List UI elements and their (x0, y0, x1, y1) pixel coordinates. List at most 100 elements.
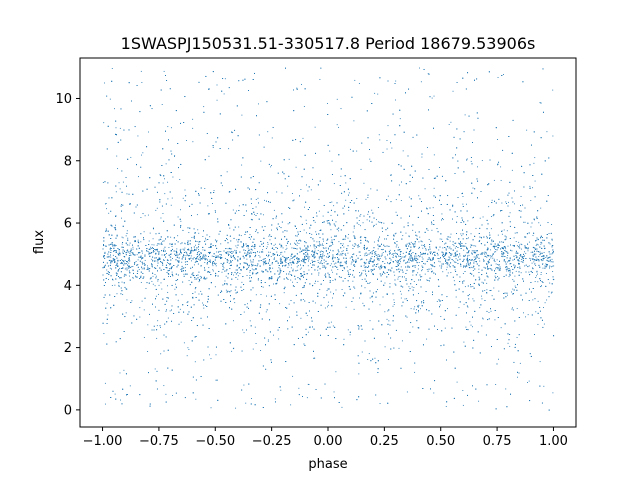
data-point (194, 291, 196, 293)
data-point (540, 224, 541, 226)
data-point (520, 272, 522, 274)
data-point (364, 287, 366, 289)
data-point (189, 258, 191, 260)
data-point (153, 251, 155, 252)
data-point (434, 254, 436, 256)
data-point (431, 97, 433, 99)
data-point (126, 250, 128, 252)
data-point (221, 271, 223, 273)
data-point (541, 260, 543, 262)
data-point (475, 245, 477, 247)
data-point (551, 258, 553, 260)
data-point (131, 266, 133, 268)
data-point (378, 258, 380, 260)
data-point (512, 288, 514, 290)
data-point (464, 245, 466, 247)
data-point (377, 207, 379, 208)
data-point (132, 266, 134, 267)
data-point (527, 314, 529, 316)
data-point (407, 261, 409, 263)
data-point (499, 264, 500, 266)
data-point (113, 227, 115, 228)
data-point (543, 385, 545, 387)
data-point (184, 242, 186, 244)
data-point (471, 326, 473, 328)
data-point (552, 392, 554, 394)
data-point (302, 299, 304, 300)
data-point (376, 257, 378, 259)
data-point (352, 244, 354, 246)
data-point (348, 233, 350, 235)
data-point (488, 312, 490, 313)
data-point (511, 291, 512, 293)
data-point (470, 266, 472, 268)
data-point (137, 241, 139, 243)
data-point (495, 384, 497, 385)
data-point (491, 295, 493, 297)
data-point (536, 239, 538, 241)
data-point (318, 198, 320, 200)
data-point (548, 233, 550, 234)
data-point (495, 263, 497, 265)
data-point (519, 244, 520, 246)
data-point (404, 298, 406, 300)
data-point (123, 369, 125, 371)
data-point (118, 251, 120, 253)
data-point (380, 255, 382, 257)
data-point (184, 189, 186, 191)
data-point (332, 271, 334, 273)
data-point (523, 221, 525, 223)
data-point (467, 252, 469, 254)
data-point (226, 284, 228, 286)
data-point (191, 296, 193, 298)
data-point (543, 252, 545, 253)
data-point (180, 248, 182, 250)
data-point (160, 282, 162, 284)
data-point (250, 252, 252, 254)
data-point (470, 324, 472, 326)
data-point (279, 255, 281, 256)
data-point (359, 237, 361, 239)
data-point (191, 237, 193, 238)
data-point (312, 251, 314, 253)
data-point (461, 235, 463, 237)
data-point (283, 292, 285, 294)
data-point (534, 247, 536, 249)
data-point (204, 262, 206, 264)
data-point (292, 268, 294, 270)
data-point (223, 263, 224, 265)
data-point (104, 382, 106, 384)
data-point (234, 298, 235, 300)
data-point (291, 247, 293, 249)
data-point (341, 289, 343, 290)
data-point (135, 260, 137, 262)
data-point (159, 238, 161, 240)
data-point (158, 284, 160, 286)
data-point (238, 226, 240, 228)
data-point (411, 286, 413, 288)
data-point (152, 238, 154, 240)
data-point (318, 258, 320, 260)
data-point (332, 297, 333, 299)
data-point (314, 248, 316, 250)
data-point (361, 279, 363, 280)
data-point (333, 263, 335, 265)
data-point (308, 383, 310, 385)
data-point (251, 249, 253, 251)
data-point (418, 255, 419, 256)
data-point (468, 294, 470, 296)
data-point (176, 287, 178, 289)
data-point (172, 395, 173, 396)
data-point (389, 283, 391, 285)
data-point (524, 251, 525, 253)
data-point (222, 263, 224, 265)
data-point (530, 259, 531, 261)
data-point (255, 343, 257, 344)
data-point (539, 361, 541, 363)
data-point (421, 269, 423, 271)
data-point (348, 272, 350, 274)
data-point (189, 254, 191, 256)
data-point (200, 290, 202, 292)
data-point (520, 243, 522, 245)
data-point (110, 250, 112, 251)
